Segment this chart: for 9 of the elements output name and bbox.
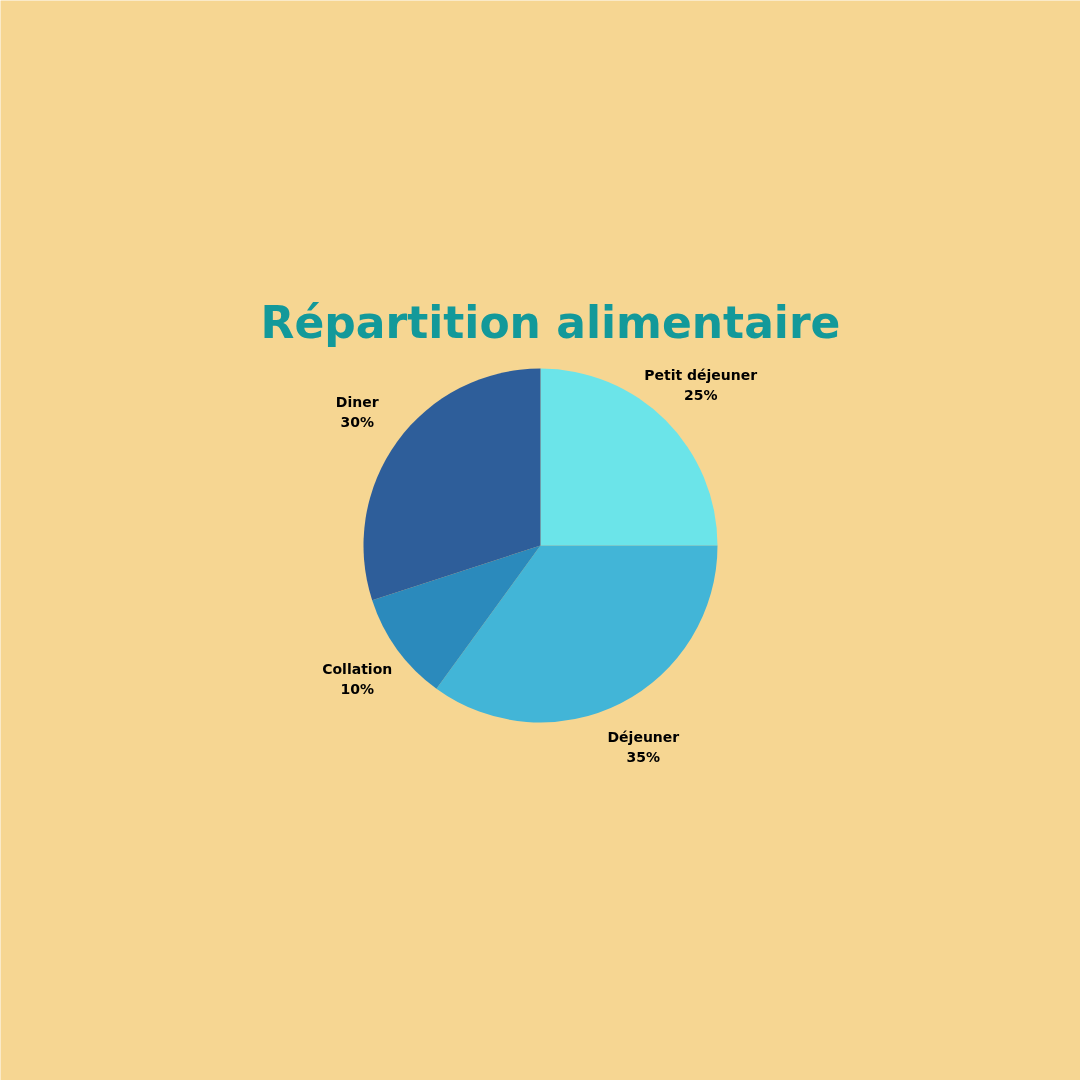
slice-label: Diner	[335, 394, 379, 411]
data-label: 35%	[626, 749, 661, 766]
chart-title: Répartition alimentaire	[260, 297, 841, 348]
slice-label: Déjeuner	[607, 729, 680, 746]
data-label: 10%	[340, 680, 374, 697]
data-label: 30%	[340, 414, 374, 431]
slice-label: Petit déjeuner	[644, 367, 758, 384]
slice-label: Collation	[322, 660, 393, 677]
data-label: 25%	[683, 387, 718, 404]
